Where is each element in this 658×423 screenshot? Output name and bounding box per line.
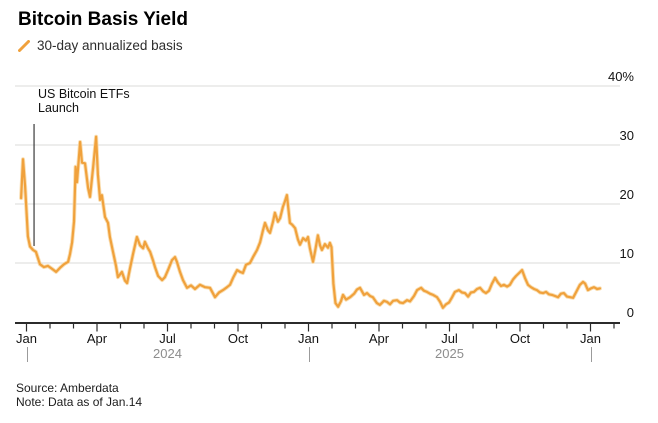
annotation-text-line2: Launch bbox=[38, 100, 80, 115]
y-axis-label: 0 bbox=[626, 305, 634, 320]
x-axis-label: Jul bbox=[159, 331, 176, 346]
legend-label: 30-day annualized basis bbox=[37, 38, 183, 53]
basis-line bbox=[20, 135, 601, 309]
legend: 30-day annualized basis bbox=[18, 38, 183, 53]
source-text: Source: Amberdata bbox=[16, 381, 119, 395]
y-axis-label: 40% bbox=[607, 69, 634, 84]
year-separator bbox=[590, 347, 592, 362]
x-axis-label: Jan bbox=[298, 331, 319, 346]
y-axis-label: 20 bbox=[619, 187, 634, 202]
year-label: 2025 bbox=[435, 346, 464, 361]
x-axis-label: Jul bbox=[441, 331, 458, 346]
x-axis-label: Apr bbox=[368, 331, 390, 346]
etf-launch-annotation: US Bitcoin ETFs Launch bbox=[38, 87, 130, 115]
y-axis-label: 10 bbox=[619, 246, 634, 261]
page-title: Bitcoin Basis Yield bbox=[18, 9, 188, 30]
year-separator bbox=[26, 347, 28, 362]
x-axis-label: Apr bbox=[86, 331, 108, 346]
x-axis-label: Jan bbox=[16, 331, 37, 346]
year-separator bbox=[308, 347, 310, 362]
x-axis-label: Oct bbox=[509, 331, 531, 346]
footer: Source: Amberdata Note: Data as of Jan.1… bbox=[16, 381, 142, 409]
note-text: Note: Data as of Jan.14 bbox=[16, 395, 143, 409]
legend-line-swatch-icon bbox=[18, 39, 30, 52]
x-axis-label: Oct bbox=[227, 331, 249, 346]
y-axis-label: 30 bbox=[619, 128, 634, 143]
year-label: 2024 bbox=[153, 346, 182, 361]
x-axis-label: Jan bbox=[580, 331, 601, 346]
annotation-text-line1: US Bitcoin ETFs bbox=[38, 87, 130, 101]
